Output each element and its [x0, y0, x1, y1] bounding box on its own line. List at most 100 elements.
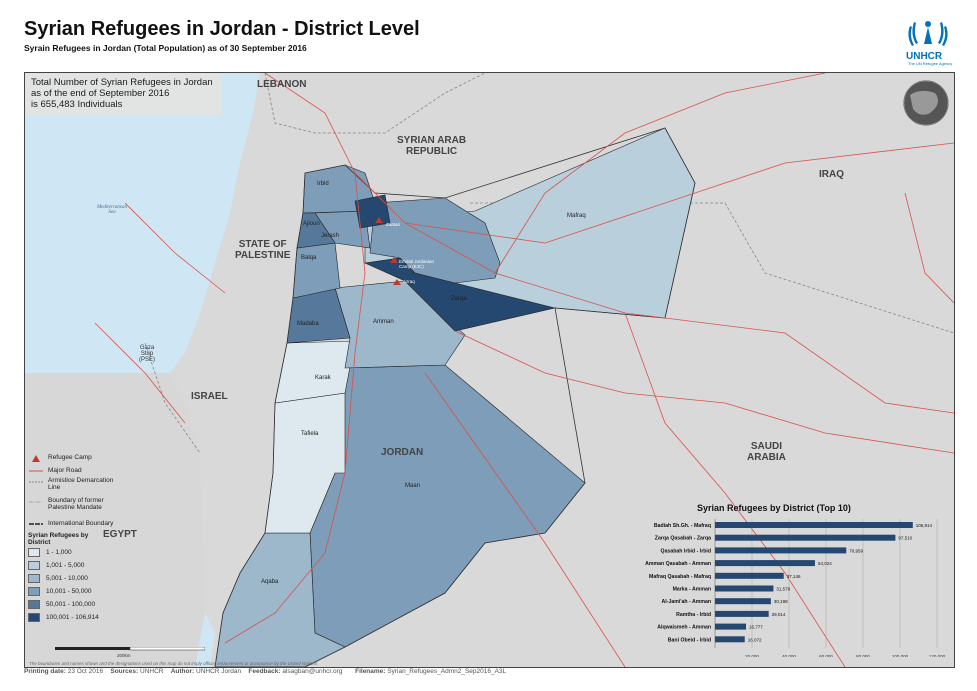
district-maan: [309, 364, 586, 648]
legend-class-label: 1 - 1,000: [46, 549, 72, 556]
label-amman: Amman: [373, 319, 394, 325]
header: Syrian Refugees in Jordan - District Lev…: [0, 0, 977, 72]
legend-armistice: Armistice Demarcation Line: [28, 477, 198, 497]
legend-classes-title-line1: Syrian Refugees by: [28, 532, 89, 539]
chart-bar: [715, 522, 913, 528]
label-iraq: IRAQ: [819, 169, 844, 180]
chart-bar: [715, 623, 747, 630]
label-jordan: JORDAN: [381, 447, 424, 458]
legend-class-label: 5,001 - 10,000: [46, 575, 88, 582]
footer-feedback[interactable]: alsagban@unhcr.org: [282, 668, 343, 675]
legend-class-row: 5,001 - 10,000: [28, 572, 198, 585]
legend-class-swatch: [28, 548, 40, 557]
footer-filename: Syrian_Refugees_Admn2_Sep2016_A3L: [387, 668, 507, 675]
label-camp-zaatari: Zaatari: [386, 222, 401, 227]
label-sea-line2: Sea: [108, 210, 116, 215]
camp-marker-azraq: [393, 279, 401, 285]
district-balqa: [292, 242, 341, 299]
unhcr-logo: [908, 21, 948, 46]
road-legend-icon: [28, 466, 44, 476]
legend-class-row: 50,001 - 100,000: [28, 598, 198, 611]
chart-category-label: Al-Jami'ah - Amman: [662, 599, 711, 605]
footer-author-label: Author:: [170, 668, 195, 675]
chart-category-label: Marka - Amman: [673, 587, 711, 593]
footer-feedback-label: Feedback:: [248, 668, 281, 675]
legend-class-row: 100,001 - 106,914: [28, 611, 198, 624]
label-tafiela: Tafiela: [301, 431, 319, 437]
camp-marker-zaatari: [375, 217, 383, 223]
chart-category-label: Zarqa Qasabah - Zarqa: [655, 536, 711, 542]
label-sea: Mediterranean Sea: [97, 205, 127, 215]
legend-classes-title-line2: District: [28, 539, 51, 546]
footer-author: UNHCR Jordan: [196, 668, 242, 675]
legend-classes-title: Syrian Refugees by District: [28, 532, 198, 546]
boundary-legend-icon: [28, 497, 44, 507]
footer-sources-label: Sources:: [110, 668, 139, 675]
legend-classes: 1 - 1,000 1,001 - 5,000 5,001 - 10,000 10,0…: [28, 546, 198, 624]
legend-intl-label: International Boundary: [48, 520, 114, 527]
label-gaza-line2: Strip: [140, 351, 154, 357]
chart-value-label: 30,198: [774, 599, 788, 604]
chart-category-label: Amman Qasabah - Amman: [645, 561, 711, 567]
label-gaza: Gaza Strip (PSE): [139, 345, 155, 363]
chart-bar: [715, 560, 815, 567]
total-line-1: Total Number of Syrian Refugees in Jorda…: [31, 77, 213, 88]
legend-camp-label: Refugee Camp: [48, 454, 92, 461]
chart-category-label: Qasabah Irbid - Irbid: [661, 548, 711, 554]
total-line-3: is 655,483 Individuals: [31, 99, 123, 110]
intl-boundary-legend-icon: [28, 519, 44, 529]
label-gaza-line3: (PSE): [139, 357, 156, 363]
chart-value-label: 16,072: [748, 637, 762, 642]
label-saudi-line1: SAUDI: [750, 441, 782, 452]
legend-boundary-line1: Boundary of former: [48, 497, 104, 504]
mediterranean-sea: [25, 73, 260, 373]
footer: Printing date: 23 Oct 2016 Sources: UNHC…: [24, 668, 953, 686]
logo-subtext: The UN Refugee Agency: [908, 61, 953, 66]
total-line-2: as of the end of September 2016: [31, 88, 170, 99]
legend-class-label: 50,001 - 100,000: [46, 601, 96, 608]
legend-class-swatch: [28, 600, 40, 609]
legend-road-label: Major Road: [48, 467, 82, 474]
camp-legend-icon: [28, 453, 44, 463]
logo-text: UNHCR: [906, 51, 943, 62]
label-saudi: SAUDI ARABIA: [747, 441, 786, 463]
label-palestine-line2: PALESTINE: [235, 250, 291, 261]
label-camp-azraq: Azraq: [403, 279, 415, 284]
label-irbid: Irbid: [317, 181, 329, 187]
footer-filename-label: Filename:: [355, 668, 386, 675]
chart-category-label: Alqwaismeh - Amman: [657, 625, 711, 631]
legend-camp: Refugee Camp: [28, 451, 198, 464]
legend-class-row: 1,001 - 5,000: [28, 559, 198, 572]
top10-chart: Syrian Refugees by District (Top 10) 20,…: [607, 499, 947, 659]
chart-value-label: 106,914: [916, 523, 933, 528]
label-sea-line1: Mediterranean: [97, 205, 127, 210]
legend-intl: International Boundary: [28, 517, 198, 530]
legend-boundary: Boundary of former Palestine Mandate: [28, 497, 198, 517]
footer-printing-date: 23 Oct 2016: [67, 668, 104, 675]
label-aqaba: Aqaba: [261, 579, 279, 585]
scale-bar: [55, 647, 205, 651]
label-saudi-line2: ARABIA: [747, 452, 786, 463]
chart-value-label: 70,959: [849, 548, 863, 553]
total-refugees-box: Total Number of Syrian Refugees in Jorda…: [25, 73, 221, 115]
footer-printing-label: Printing date:: [24, 668, 66, 675]
chart-xtick-label: 20,000: [745, 654, 759, 657]
chart-svg: 20,000 40,000 60,000 80,000 100,000 120,000 Ba…: [645, 519, 946, 659]
label-syria-line1: SYRIAN ARAB: [397, 135, 467, 146]
legend-class-swatch: [28, 587, 40, 596]
legend-class-swatch: [28, 574, 40, 583]
chart-bar: [715, 547, 847, 554]
chart-category-label: Mafraq Qasabah - Mafraq: [649, 574, 711, 580]
egypt-land: [25, 373, 205, 667]
scale-label: 200km: [117, 653, 131, 658]
chart-bar: [715, 598, 771, 605]
legend-boundary-label: Boundary of former Palestine Mandate: [48, 497, 104, 511]
legend-armistice-label: Armistice Demarcation Line: [48, 477, 113, 491]
legend-class-label: 100,001 - 106,914: [46, 614, 99, 621]
label-israel: ISRAEL: [191, 391, 228, 402]
label-balqa: Balqa: [301, 255, 317, 261]
legend-class-swatch: [28, 613, 40, 622]
chart-value-label: 54,024: [818, 561, 832, 566]
chart-xtick-label: 100,000: [892, 654, 909, 657]
district-mafraq-inner: [369, 197, 501, 284]
